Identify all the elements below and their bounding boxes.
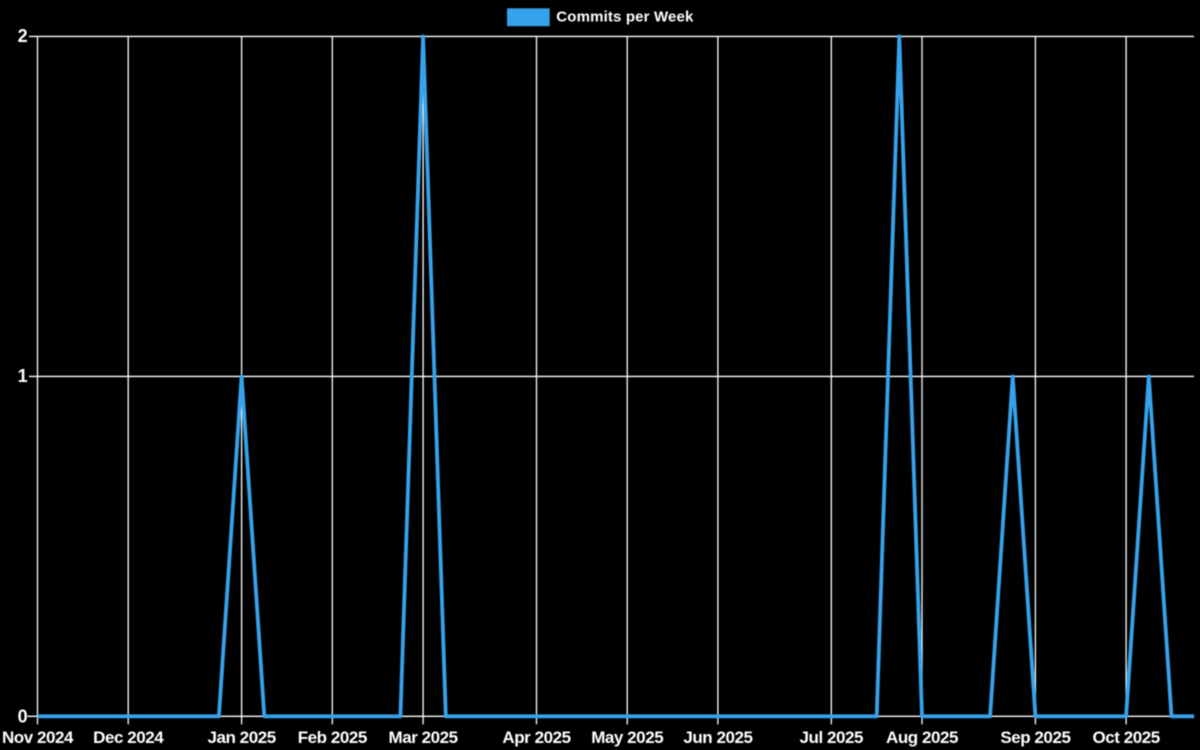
svg-text:Feb 2025: Feb 2025 — [298, 728, 367, 747]
svg-text:Jun 2025: Jun 2025 — [683, 728, 752, 747]
svg-text:Aug 2025: Aug 2025 — [886, 728, 958, 747]
svg-text:Jul 2025: Jul 2025 — [800, 728, 864, 747]
svg-text:Nov 2024: Nov 2024 — [2, 728, 74, 747]
svg-text:Commits per Week: Commits per Week — [556, 9, 694, 26]
svg-text:Apr 2025: Apr 2025 — [502, 728, 570, 747]
svg-text:Oct 2025: Oct 2025 — [1092, 728, 1159, 747]
svg-text:Sep 2025: Sep 2025 — [1000, 728, 1070, 747]
svg-text:1: 1 — [18, 366, 28, 386]
svg-text:Jan 2025: Jan 2025 — [207, 728, 275, 747]
svg-text:2: 2 — [18, 26, 28, 46]
svg-text:Dec 2024: Dec 2024 — [93, 728, 164, 747]
svg-text:0: 0 — [18, 706, 28, 726]
svg-text:Mar 2025: Mar 2025 — [389, 728, 458, 747]
svg-text:May 2025: May 2025 — [591, 728, 663, 747]
